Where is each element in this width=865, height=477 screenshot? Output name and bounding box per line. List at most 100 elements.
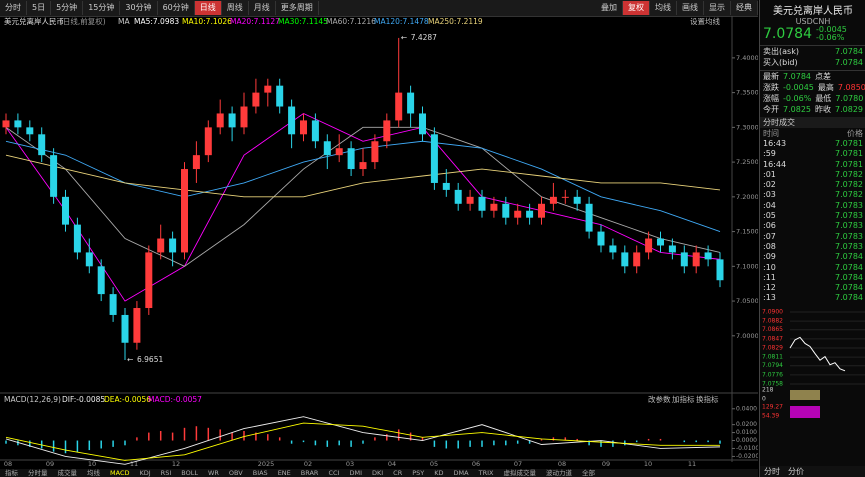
tab[interactable]: KDJ xyxy=(134,469,155,477)
tick-row: :117.0784 xyxy=(760,273,865,283)
candle-body xyxy=(62,197,69,225)
tab[interactable]: 均线 xyxy=(82,469,105,477)
tab[interactable]: CR xyxy=(388,469,407,477)
stat-row: 涨跌-0.0045最高7.0850 xyxy=(760,82,865,93)
candle-body xyxy=(443,183,450,190)
tab[interactable]: MACD xyxy=(105,469,134,477)
candle-body xyxy=(705,252,712,259)
tab[interactable]: PSY xyxy=(407,469,429,477)
tab[interactable]: BIAS xyxy=(248,469,273,477)
link[interactable]: 改参数 xyxy=(648,394,671,404)
time: :01 xyxy=(763,170,776,180)
stat-value: 7.0829 xyxy=(835,104,863,115)
candle-body xyxy=(98,266,105,294)
tab[interactable]: DMI xyxy=(344,469,367,477)
ticks-header: 时间价格 xyxy=(760,128,865,139)
price: 7.0782 xyxy=(835,170,863,180)
tab[interactable]: DMA xyxy=(449,469,474,477)
price: 7.0784 xyxy=(835,252,863,262)
tab[interactable]: WR xyxy=(203,469,224,477)
tab[interactable]: KD xyxy=(429,469,448,477)
candle-body xyxy=(562,197,569,198)
tick-row: 16:437.0781 xyxy=(760,139,865,149)
y-tick-label: 7.0794 xyxy=(762,362,783,369)
tab[interactable]: ENE xyxy=(273,469,296,477)
tab[interactable]: 指标 xyxy=(0,469,23,477)
candle-body xyxy=(86,252,93,266)
arrow: ← xyxy=(401,33,407,42)
candle-body xyxy=(3,120,10,127)
candle-body xyxy=(574,197,581,204)
price: 7.0783 xyxy=(835,211,863,221)
candle-body xyxy=(229,113,236,127)
x-tick-label: 11 xyxy=(688,460,696,468)
stat-row: 涨幅-0.06%最低7.0780 xyxy=(760,93,865,104)
time: :03 xyxy=(763,190,776,200)
link[interactable]: 加指标 xyxy=(672,394,695,404)
price: 7.0781 xyxy=(835,149,863,159)
stat-row: 最新7.0784点差 xyxy=(760,71,865,82)
volume-area xyxy=(790,390,820,400)
candle-body xyxy=(526,211,533,218)
tab[interactable]: DKI xyxy=(367,469,388,477)
tab[interactable]: 波动力道 xyxy=(541,469,577,477)
price: 7.0781 xyxy=(835,160,863,170)
price: 7.0784 xyxy=(835,273,863,283)
label: 买入(bid) xyxy=(763,57,798,68)
setting-link[interactable]: 设置均线 xyxy=(690,16,720,26)
y-tick-label: 7.2500 xyxy=(736,158,758,166)
tick-row: :037.0782 xyxy=(760,190,865,200)
tab[interactable]: 全部 xyxy=(577,469,600,477)
stat-label: 今开 xyxy=(763,104,779,115)
tab[interactable]: 分时量 xyxy=(23,469,53,477)
last-price: 7.0784 xyxy=(763,26,812,42)
tick-row: :01 7.0782 xyxy=(760,170,865,180)
tab[interactable]: TRIX xyxy=(474,469,499,477)
candle-body xyxy=(205,127,212,155)
candle-body xyxy=(514,211,521,218)
tab[interactable]: BOLL xyxy=(176,469,203,477)
tab[interactable]: 成交量 xyxy=(53,469,83,477)
tab[interactable]: 分价 xyxy=(788,466,804,477)
candle-body xyxy=(336,148,343,155)
y-tick-label: 7.1500 xyxy=(736,228,758,236)
y-tick-label: 7.0847 xyxy=(762,335,783,342)
y-tick-label: 7.0882 xyxy=(762,317,783,324)
tab[interactable]: RSI xyxy=(156,469,177,477)
tab[interactable]: BRAR xyxy=(296,469,324,477)
tab[interactable]: 分时 xyxy=(764,466,780,477)
tab[interactable]: OBV xyxy=(224,469,248,477)
candle-body xyxy=(383,120,390,141)
time: :05 xyxy=(763,211,776,221)
candle-body xyxy=(157,239,164,253)
time: :09 xyxy=(763,252,776,262)
candle-body xyxy=(193,155,200,169)
sub-label: 0 xyxy=(762,395,766,402)
indicator-area xyxy=(790,406,820,418)
link[interactable]: 换指标 xyxy=(696,394,719,404)
stat-label: 最低 xyxy=(815,93,831,104)
stat-value: 7.0784 xyxy=(783,71,811,82)
tick-row: :047.0783 xyxy=(760,201,865,211)
candle-body xyxy=(490,204,497,211)
ticks-title: 分时成交 xyxy=(760,117,865,128)
candle-body xyxy=(38,134,45,155)
ticks: 16:437.0781:597.078116:447.0781:017.0782… xyxy=(760,139,865,304)
y-tick-label: 7.3500 xyxy=(736,89,758,97)
candle-body xyxy=(621,252,628,266)
price: 7.0784 xyxy=(835,263,863,273)
candle-body xyxy=(122,315,129,343)
label: 卖出(ask) xyxy=(763,46,799,57)
ma-legend: MA20:7.1127 xyxy=(230,17,280,26)
y-tick-label: 0.0400 xyxy=(736,405,757,412)
quote-price: 7.0784 -0.0045 -0.06% xyxy=(760,26,865,42)
price: 7.0783 xyxy=(835,201,863,211)
ask-bid: 卖出(ask)7.0784买入(bid)7.0784 xyxy=(760,45,865,68)
macd-label: MACD:-0.0057 xyxy=(148,395,202,404)
x-tick-label: 04 xyxy=(388,460,396,468)
tab[interactable]: 虚拟成交量 xyxy=(498,469,541,477)
x-tick-label: 10 xyxy=(88,460,96,468)
tick-row: :027.0782 xyxy=(760,180,865,190)
y-tick-label: 7.0776 xyxy=(762,371,783,378)
tab[interactable]: CCI xyxy=(323,469,344,477)
